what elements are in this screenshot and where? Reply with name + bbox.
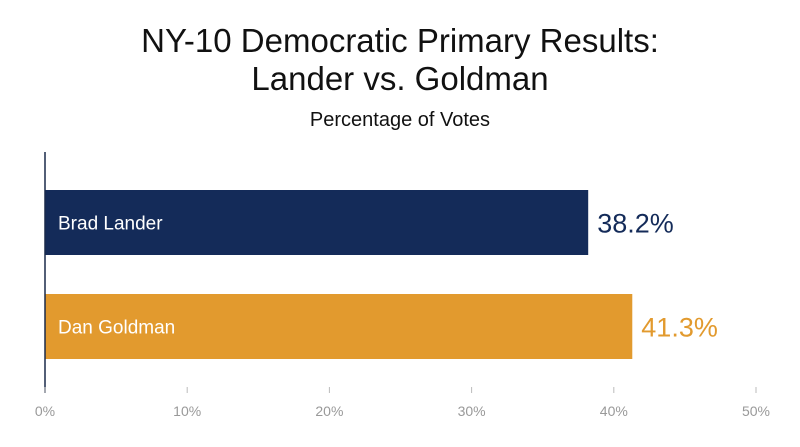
x-tick-label-4: 40%	[600, 403, 628, 419]
chart-title-line-1: NY-10 Democratic Primary Results:	[141, 22, 659, 59]
bar-category-label-1: Dan Goldman	[58, 318, 175, 339]
bar-value-label-1: 41.3%	[641, 313, 718, 343]
x-tick-label-3: 30%	[458, 403, 486, 419]
chart-title: NY-10 Democratic Primary Results: Lander…	[0, 22, 800, 98]
bar-0	[45, 190, 589, 255]
bar-category-label-0: Brad Lander	[58, 214, 163, 235]
x-tick-label-1: 10%	[173, 403, 201, 419]
x-tick-label-5: 50%	[742, 403, 770, 419]
chart-subtitle: Percentage of Votes	[309, 109, 491, 131]
bar-value-label-0: 38.2%	[597, 209, 674, 239]
x-tick-label-0: 0%	[35, 403, 55, 419]
bar-1	[45, 294, 633, 359]
chart-title-line-2: Lander vs. Goldman	[251, 60, 549, 97]
x-tick-label-2: 20%	[315, 403, 343, 419]
